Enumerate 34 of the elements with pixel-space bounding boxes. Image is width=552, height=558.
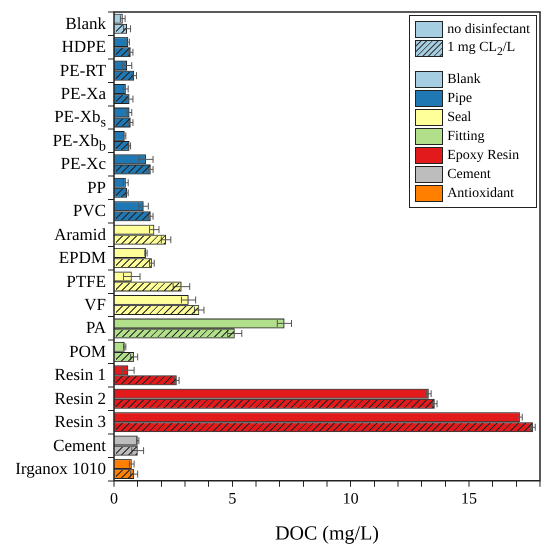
y-tick-label: PE-Xb$_{s}$ xyxy=(54,107,106,131)
y-tick-label: Cement xyxy=(53,434,106,457)
x-tick-label: 10 xyxy=(342,490,359,508)
y-tick-label: HDPE xyxy=(62,36,106,58)
y-tick-label: PVC xyxy=(72,200,106,222)
y-tick-label: PP xyxy=(87,176,106,199)
y-tick-label: Resin 3 xyxy=(54,411,106,434)
annotation: Cement xyxy=(447,166,491,182)
y-tick-label: PE-RT xyxy=(60,60,106,82)
x-axis-title: DOC (mg/L) xyxy=(275,522,379,544)
x-tick-label: 5 xyxy=(228,490,236,508)
annotation: Pipe xyxy=(447,90,472,106)
y-tick-label: PA xyxy=(86,317,106,340)
y-tick-label: POM xyxy=(69,340,106,363)
y-tick-label: Aramid xyxy=(54,224,106,246)
annotation: Seal xyxy=(447,110,472,126)
y-tick-label: VF xyxy=(84,294,106,316)
y-tick-label: PE-Xa xyxy=(60,83,106,106)
x-tick-label: 15 xyxy=(461,490,477,508)
y-tick-label: PE-Xb$_{b}$ xyxy=(52,130,106,154)
x-tick-label: 0 xyxy=(110,490,118,508)
legend-label: 1 mg CL$_{2}$/L xyxy=(447,40,516,58)
y-tick-label: Resin 2 xyxy=(54,388,106,410)
annotation: Blank xyxy=(447,72,481,88)
y-tick-label: Resin 1 xyxy=(54,364,106,386)
annotation: Antioxidant xyxy=(447,186,514,202)
y-tick-label: PE-Xc xyxy=(60,153,106,176)
annotation: Fitting xyxy=(447,128,485,144)
y-tick-label: PTFE xyxy=(66,270,106,293)
y-tick-label: Irganox 1010 xyxy=(15,458,106,480)
y-tick-label: EPDM xyxy=(58,247,106,270)
legend-label: no disinfectant xyxy=(447,22,530,38)
annotation: Epoxy Resin xyxy=(447,148,520,164)
y-tick-label: Blank xyxy=(65,12,106,35)
